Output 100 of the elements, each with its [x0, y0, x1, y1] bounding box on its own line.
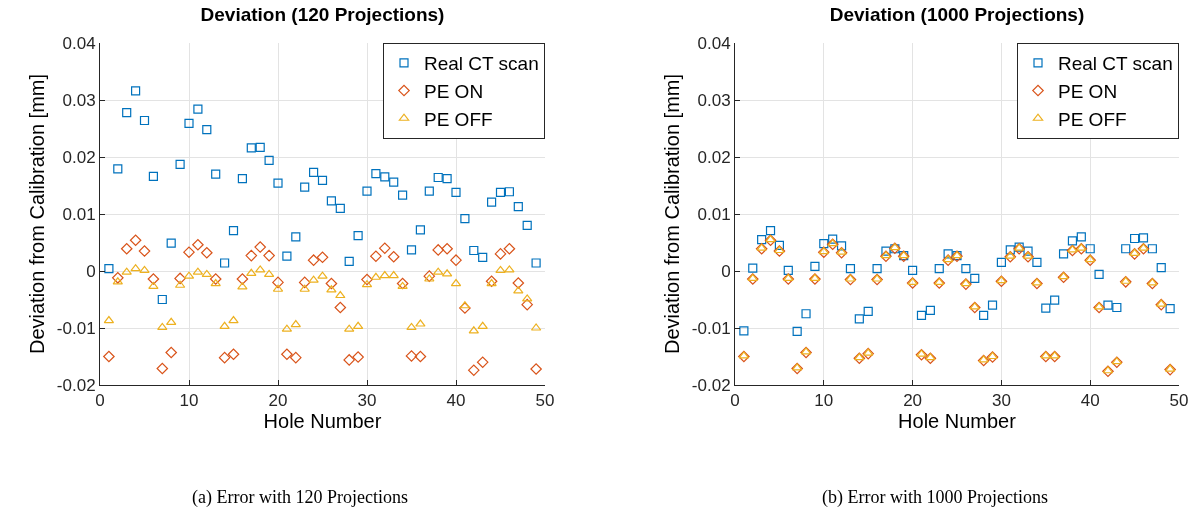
point — [755, 242, 768, 255]
point — [157, 322, 168, 331]
y-tick-label: 0.03 — [62, 90, 96, 110]
point — [924, 352, 937, 365]
point — [228, 225, 239, 236]
y-tick-label: -0.01 — [691, 318, 731, 338]
point — [113, 164, 123, 174]
point — [201, 269, 213, 278]
point — [494, 248, 507, 260]
y-tick-label: 0.02 — [62, 147, 96, 167]
legend-label: PE OFF — [424, 108, 493, 130]
point — [352, 351, 364, 363]
point — [915, 348, 928, 361]
point — [478, 252, 488, 262]
point — [495, 265, 506, 274]
point — [147, 273, 160, 285]
point — [298, 276, 311, 289]
point — [881, 246, 891, 256]
point — [166, 238, 176, 248]
point — [344, 256, 354, 266]
point — [193, 104, 203, 114]
point — [424, 274, 435, 282]
point — [810, 261, 820, 272]
point — [460, 213, 470, 224]
point — [380, 172, 390, 182]
point — [925, 353, 936, 361]
point — [1128, 248, 1141, 260]
point — [836, 247, 847, 255]
point — [968, 301, 981, 314]
x-tick-label: 50 — [535, 391, 555, 411]
point — [174, 272, 186, 285]
y-tick-label: 0.04 — [62, 33, 96, 53]
point — [1067, 236, 1078, 246]
point — [1023, 246, 1033, 256]
point — [335, 203, 345, 213]
point — [129, 234, 142, 247]
point — [362, 186, 372, 196]
point — [263, 269, 275, 278]
x-tick-label: 10 — [814, 391, 834, 411]
point — [1147, 244, 1157, 254]
point — [978, 355, 989, 363]
point — [1058, 249, 1069, 259]
point — [943, 249, 953, 259]
point — [343, 354, 355, 366]
point — [970, 273, 980, 284]
point — [1022, 250, 1034, 263]
point — [756, 243, 767, 251]
point — [791, 362, 803, 375]
point — [765, 225, 776, 236]
point — [530, 363, 542, 375]
x-tick-label: 50 — [1169, 391, 1189, 411]
point — [1102, 365, 1114, 378]
point — [281, 348, 293, 361]
legend-label: PE OFF — [1058, 108, 1127, 130]
point — [513, 201, 523, 212]
point — [1112, 302, 1122, 313]
point — [1067, 245, 1078, 253]
point — [871, 273, 883, 286]
point — [246, 143, 256, 153]
point — [157, 294, 167, 305]
point — [800, 346, 812, 359]
point — [925, 305, 935, 315]
point — [916, 310, 927, 321]
point — [451, 187, 461, 197]
y-tick-label: -0.01 — [56, 318, 96, 338]
point — [1041, 303, 1051, 313]
point — [308, 275, 319, 283]
point — [933, 277, 946, 289]
point — [792, 326, 802, 337]
point — [854, 314, 864, 324]
y-tick-label: 0.01 — [697, 204, 731, 224]
point — [836, 241, 847, 251]
point — [835, 246, 848, 259]
point — [414, 350, 427, 363]
point — [309, 167, 319, 177]
point — [388, 270, 399, 279]
point — [845, 274, 856, 282]
point — [139, 115, 150, 126]
point — [1004, 250, 1017, 263]
point — [175, 159, 185, 170]
point — [757, 235, 767, 245]
point — [748, 263, 758, 273]
point — [739, 326, 749, 336]
point — [907, 277, 918, 285]
point — [379, 242, 391, 254]
point — [202, 125, 212, 135]
point — [522, 220, 532, 230]
point — [1040, 350, 1052, 363]
point — [1050, 295, 1060, 305]
point — [334, 301, 347, 314]
x-tick-label: 30 — [991, 391, 1011, 411]
point — [442, 174, 452, 184]
x-tick-label: 40 — [1080, 391, 1100, 411]
point — [1147, 278, 1158, 286]
point — [379, 270, 391, 279]
point — [165, 346, 177, 359]
point — [236, 273, 249, 285]
point — [853, 352, 866, 365]
point — [765, 235, 776, 243]
point — [397, 281, 408, 289]
